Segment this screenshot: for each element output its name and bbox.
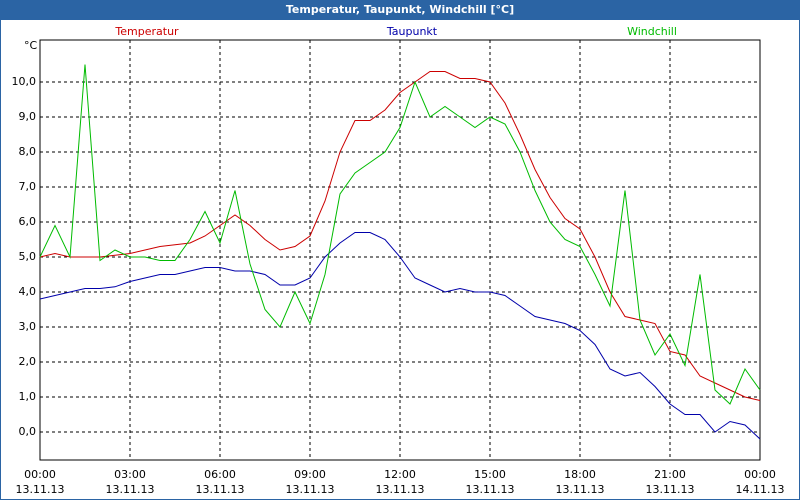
x-tick-label: 03:00 xyxy=(114,468,146,481)
x-tick-date: 13.11.13 xyxy=(376,483,425,496)
x-tick-date: 13.11.13 xyxy=(556,483,605,496)
x-tick-label: 15:00 xyxy=(474,468,506,481)
y-tick-label: 9,0 xyxy=(19,110,37,123)
y-tick-label: 2,0 xyxy=(19,355,37,368)
x-tick-label: 09:00 xyxy=(294,468,326,481)
series-line xyxy=(39,232,761,440)
x-tick-label: 21:00 xyxy=(654,468,686,481)
x-tick-date: 13.11.13 xyxy=(646,483,695,496)
title-bar xyxy=(0,0,800,20)
y-tick-label: 6,0 xyxy=(19,215,37,228)
x-tick-label: 00:00 xyxy=(744,468,776,481)
y-tick-label: 0,0 xyxy=(19,425,37,438)
y-tick-label: 5,0 xyxy=(19,250,37,263)
x-tick-label: 06:00 xyxy=(204,468,236,481)
legend-entry: Temperatur xyxy=(114,25,179,38)
legend-entry: Windchill xyxy=(627,25,677,38)
y-tick-label: 10,0 xyxy=(12,75,37,88)
y-unit: °C xyxy=(24,39,38,52)
x-tick-date: 13.11.13 xyxy=(106,483,155,496)
x-tick-label: 00:00 xyxy=(24,468,56,481)
x-tick-date: 13.11.13 xyxy=(196,483,245,496)
x-tick-date: 13.11.13 xyxy=(466,483,515,496)
y-tick-label: 7,0 xyxy=(19,180,37,193)
x-tick-date: 13.11.13 xyxy=(286,483,335,496)
x-tick-label: 12:00 xyxy=(384,468,416,481)
y-tick-label: 1,0 xyxy=(19,390,37,403)
series-line xyxy=(39,64,761,405)
y-tick-label: 4,0 xyxy=(19,285,37,298)
window-title: Temperatur, Taupunkt, Windchill [°C] xyxy=(286,3,514,16)
x-tick-date: 13.11.13 xyxy=(16,483,65,496)
legend-entry: Taupunkt xyxy=(386,25,438,38)
x-tick-date: 14.11.13 xyxy=(736,483,785,496)
x-tick-label: 18:00 xyxy=(564,468,596,481)
y-tick-label: 3,0 xyxy=(19,320,37,333)
y-tick-label: 8,0 xyxy=(19,145,37,158)
